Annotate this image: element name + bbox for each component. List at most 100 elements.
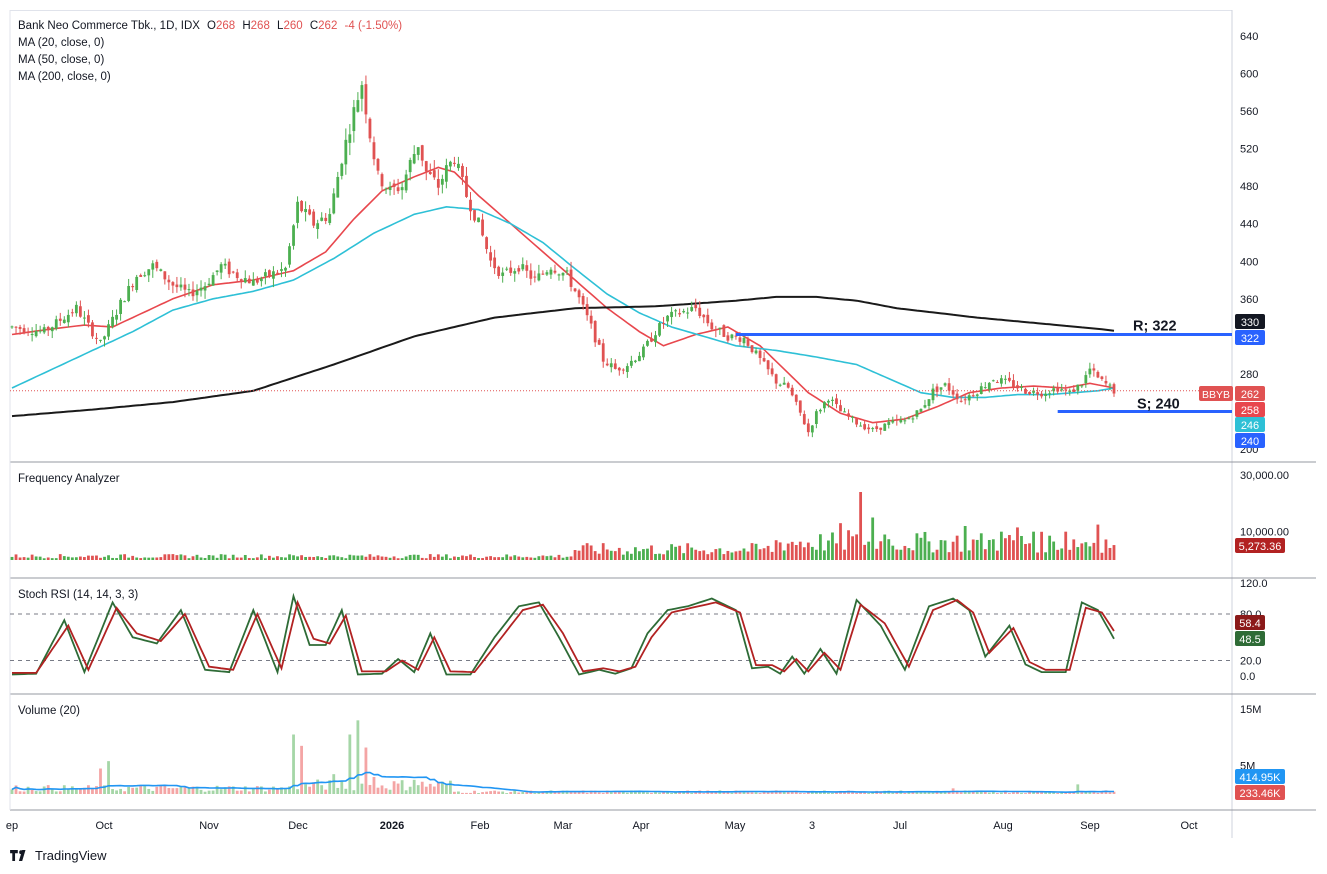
- candle-body: [617, 367, 621, 371]
- candle-body: [863, 424, 867, 430]
- volume-bar: [199, 789, 203, 794]
- freq-bar: [1112, 545, 1116, 560]
- price-tick-label: 600: [1240, 69, 1258, 81]
- ma200-legend[interactable]: MA (200, close, 0): [18, 71, 111, 83]
- candle-body: [1088, 368, 1092, 375]
- candle-body: [714, 329, 718, 331]
- freq-bar: [859, 492, 863, 560]
- freq-bar: [605, 549, 609, 560]
- freq-bar: [746, 551, 750, 560]
- freq-bar: [650, 545, 653, 560]
- candle-body: [119, 299, 122, 314]
- freq-bar: [887, 539, 891, 560]
- price-tag: [1235, 386, 1265, 401]
- freq-bar: [384, 556, 388, 560]
- volume-bar: [1028, 790, 1031, 794]
- freq-bar: [175, 555, 179, 560]
- volume-bar: [778, 790, 782, 794]
- freq-bar: [975, 539, 979, 560]
- freq-bar: [951, 541, 955, 560]
- time-tick-label: Sep: [1080, 820, 1100, 832]
- candle-body: [718, 327, 722, 329]
- freq-bar: [280, 557, 283, 560]
- freq-bar: [489, 556, 493, 560]
- volume-bar: [585, 792, 589, 794]
- volume-bar: [18, 791, 22, 794]
- freq-bar: [296, 556, 299, 560]
- volume-bar: [348, 734, 352, 794]
- volume-bar: [1052, 792, 1056, 794]
- freq-bar: [1028, 543, 1031, 560]
- volume-bar: [223, 787, 227, 794]
- volume-bar: [119, 788, 122, 794]
- volume-bar: [1100, 791, 1104, 794]
- stoch-title[interactable]: Stoch RSI (14, 14, 3, 3): [18, 589, 138, 601]
- freq-bar: [191, 556, 195, 560]
- time-tick-label: ep: [6, 820, 18, 832]
- volume-title[interactable]: Volume (20): [18, 705, 80, 717]
- volume-bar: [589, 790, 593, 794]
- freq-bar: [223, 554, 227, 560]
- freq-bar: [565, 556, 569, 560]
- freq-bar: [818, 534, 822, 560]
- candle-body: [827, 400, 830, 403]
- freq-title[interactable]: Frequency Analyzer: [18, 473, 120, 485]
- freq-bar: [332, 555, 336, 560]
- candle-body: [569, 269, 573, 287]
- volume-bar: [750, 792, 754, 794]
- volume-bar: [340, 781, 344, 794]
- candle-body: [135, 276, 139, 290]
- volume-bar: [633, 790, 637, 794]
- candle-body: [203, 286, 207, 291]
- freq-bar: [883, 534, 887, 560]
- candle-body: [22, 328, 26, 333]
- volume-bar: [87, 785, 90, 794]
- brand-label: TradingView: [35, 848, 107, 863]
- freq-bar: [589, 545, 593, 560]
- price-candles: [10, 75, 1232, 438]
- freq-bar: [621, 554, 625, 560]
- volume-bar: [859, 791, 863, 794]
- volume-bar: [167, 788, 171, 794]
- candle-body: [384, 188, 388, 190]
- time-tick-label: Jul: [893, 820, 907, 832]
- volume-bar: [903, 793, 907, 794]
- candle-body: [312, 211, 316, 226]
- freq-bar: [167, 554, 171, 560]
- volume-bar: [457, 791, 460, 794]
- freq-bar: [786, 543, 790, 560]
- time-tick-label: 3: [809, 820, 815, 832]
- freq-bar: [155, 557, 159, 560]
- candle-body: [678, 313, 682, 315]
- volume-bar: [404, 790, 408, 794]
- freq-bar: [432, 556, 436, 560]
- ma20-legend[interactable]: MA (20, close, 0): [18, 37, 104, 49]
- candle-body: [263, 272, 267, 277]
- volume-bar: [477, 793, 480, 794]
- candle-body: [1020, 386, 1023, 388]
- volume-bar: [931, 792, 935, 794]
- volume-bar: [851, 791, 854, 794]
- volume-bar: [416, 785, 420, 794]
- candle-body: [259, 278, 263, 282]
- volume-bar: [191, 786, 195, 794]
- candle-body: [380, 174, 384, 187]
- volume-bar: [650, 792, 653, 794]
- freq-bar: [179, 554, 183, 560]
- volume-bar: [794, 790, 798, 794]
- freq-bar: [521, 557, 525, 560]
- candle-body: [919, 408, 923, 412]
- freq-bar: [95, 555, 98, 560]
- ma50-legend[interactable]: MA (50, close, 0): [18, 54, 104, 66]
- candle-body: [710, 322, 714, 330]
- time-tick-label: Feb: [471, 820, 490, 832]
- freq-bar: [633, 547, 637, 560]
- freq-bar: [408, 554, 412, 560]
- volume-bar: [947, 791, 951, 794]
- candle-body: [509, 267, 513, 273]
- footer-brand[interactable]: TradingView: [10, 848, 107, 863]
- candle-body: [219, 264, 223, 273]
- candle-body: [686, 312, 690, 314]
- volume-bar: [235, 790, 239, 794]
